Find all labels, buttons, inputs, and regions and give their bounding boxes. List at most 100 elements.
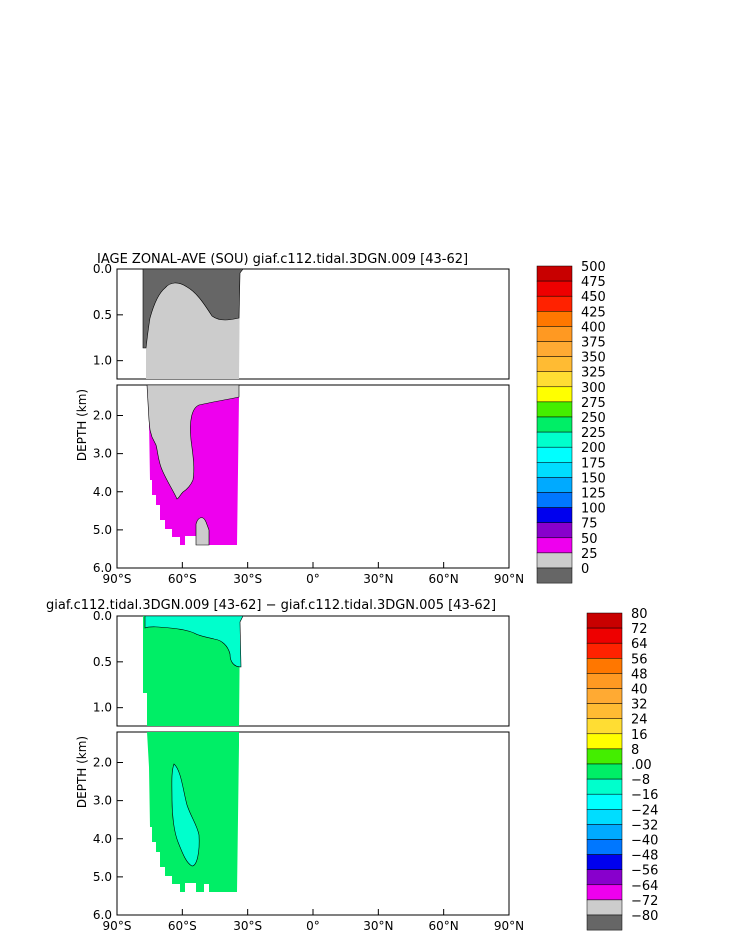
colorbar-swatch (586, 627, 623, 644)
colorbar-label: 350 (581, 351, 606, 366)
colorbar-swatch (586, 884, 623, 901)
panel-2-lower-plot (116, 731, 510, 916)
colorbar-swatch (586, 793, 623, 810)
colorbar-label: 500 (581, 260, 606, 275)
colorbar-swatch (536, 280, 573, 297)
colorbar-label: 100 (581, 502, 606, 517)
colorbar-label: 48 (631, 667, 648, 682)
y-tick-label: 0.5 (93, 308, 112, 322)
panel-2-upper-region-minus8-0 (144, 615, 244, 668)
colorbar-swatch (536, 416, 573, 433)
panel-1-upper-plot (116, 268, 510, 380)
colorbar-label: −56 (631, 864, 658, 879)
colorbar-label: 275 (581, 396, 606, 411)
panel-1-lower-plot (116, 384, 510, 569)
colorbar-label: −80 (631, 909, 658, 924)
x-tick-label: 30°S (233, 919, 262, 933)
x-tick-label: 60°N (429, 572, 459, 586)
colorbar-label: 425 (581, 305, 606, 320)
colorbar-label: 25 (581, 547, 598, 562)
panel-2-x-axis: 90°S 60°S 30°S 0° 30°N 60°N 90°N (103, 909, 524, 933)
x-tick-label: 30°N (363, 572, 393, 586)
colorbar-label: −40 (631, 834, 658, 849)
panel-difference: giaf.c112.tidal.3DGN.009 [43-62] − giaf.… (46, 598, 658, 933)
colorbar-swatch (586, 824, 623, 840)
colorbar-swatch (586, 869, 623, 886)
colorbar-swatch (536, 552, 573, 569)
colorbar-label: 64 (631, 637, 648, 652)
colorbar-swatch (586, 809, 623, 825)
panel-2-upper-plot (116, 615, 510, 727)
colorbar-label: 175 (581, 456, 606, 471)
colorbar-label: 225 (581, 426, 606, 441)
colorbar-label: 80 (631, 607, 648, 622)
y-tick-label: 6.0 (93, 561, 112, 575)
panel-1-lower-region-25-50-bottom (195, 517, 210, 546)
x-tick-label: 30°S (233, 572, 262, 586)
panel-1-colorbar: 5004754504254003753503253002752502252001… (536, 260, 606, 584)
colorbar-label: 125 (581, 487, 606, 502)
panel-1-upper-region-0-25 (142, 268, 244, 349)
colorbar-label: 325 (581, 366, 606, 381)
colorbar-swatch (586, 839, 623, 855)
panel-2-upper-region-0-8 (143, 616, 243, 726)
colorbar-label: 300 (581, 381, 606, 396)
x-tick-label: 90°N (494, 919, 524, 933)
colorbar-swatch (586, 688, 623, 704)
colorbar-swatch (586, 642, 623, 659)
y-tick-label: 5.0 (93, 870, 112, 884)
colorbar-label: 150 (581, 471, 606, 486)
colorbar-label: 200 (581, 441, 606, 456)
colorbar-swatch (536, 537, 573, 554)
colorbar-label: 475 (581, 275, 606, 290)
colorbar-swatch (536, 356, 573, 372)
y-tick-label: 6.0 (93, 908, 112, 922)
colorbar-label: 72 (631, 622, 648, 637)
colorbar-swatch (536, 371, 573, 388)
colorbar-swatch (536, 446, 573, 463)
panel-age: IAGE ZONAL-AVE (SOU) giaf.c112.tidal.3DG… (75, 252, 606, 586)
colorbar-swatch (586, 673, 623, 689)
colorbar-swatch (536, 341, 573, 357)
colorbar-swatch (536, 507, 573, 523)
panel-1-x-axis: 90°S 60°S 30°S 0° 30°N 60°N 90°N (103, 562, 524, 586)
x-tick-label: 30°N (363, 919, 393, 933)
colorbar-swatch (586, 718, 623, 735)
colorbar-label: 250 (581, 411, 606, 426)
colorbar-swatch (536, 401, 573, 418)
panel-1-ylabel: DEPTH (km) (75, 389, 89, 461)
colorbar-label: −48 (631, 849, 658, 864)
colorbar-label: 16 (631, 728, 648, 743)
colorbar-swatch (536, 311, 573, 327)
colorbar-swatch (586, 612, 623, 629)
x-tick-label: 60°N (429, 919, 459, 933)
colorbar-label: −72 (631, 894, 658, 909)
colorbar-swatch (586, 703, 623, 719)
colorbar-label: 50 (581, 532, 598, 547)
y-tick-label: 5.0 (93, 523, 112, 537)
panel-1-lower-region-25-50 (146, 384, 240, 500)
colorbar-swatch (586, 748, 623, 765)
colorbar-swatch (536, 386, 573, 403)
panel-2-colorbar: 8072645648403224168.00−8−16−24−32−40−48−… (586, 607, 658, 931)
x-tick-label: 90°N (494, 572, 524, 586)
colorbar-label: 375 (581, 336, 606, 351)
colorbar-swatch (586, 854, 623, 870)
colorbar-swatch (536, 431, 573, 448)
colorbar-label: −24 (631, 803, 658, 818)
y-tick-label: 2.0 (93, 409, 112, 423)
y-tick-label: 1.0 (93, 354, 112, 368)
colorbar-swatch (586, 733, 623, 750)
panel-2-title: giaf.c112.tidal.3DGN.009 [43-62] − giaf.… (46, 598, 496, 613)
colorbar-label: 32 (631, 698, 648, 713)
x-tick-label: 90°S (103, 919, 132, 933)
x-tick-label: 0° (306, 572, 320, 586)
y-tick-label: 0.0 (93, 262, 112, 276)
y-tick-label: 0.5 (93, 655, 112, 669)
y-tick-label: 1.0 (93, 701, 112, 715)
x-tick-label: 0° (306, 919, 320, 933)
colorbar-label: 75 (581, 517, 598, 532)
colorbar-label: 450 (581, 290, 606, 305)
colorbar-label: 24 (631, 713, 648, 728)
